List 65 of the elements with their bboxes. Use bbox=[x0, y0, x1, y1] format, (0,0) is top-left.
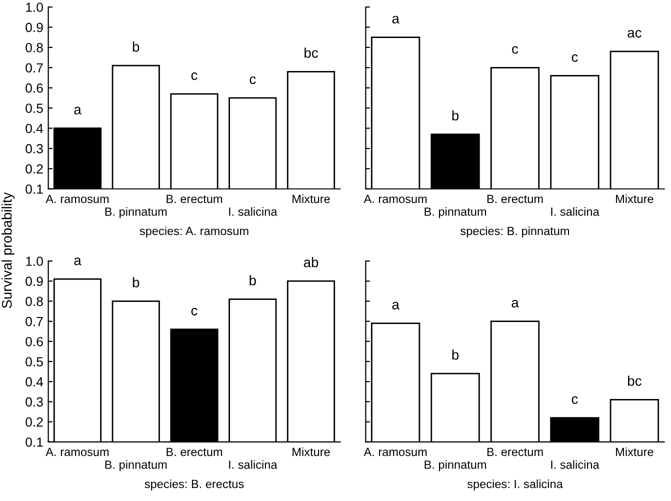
x-axis-title: species: B. erectus bbox=[144, 479, 244, 490]
x-tick-label: Mixture bbox=[292, 194, 330, 204]
annotation: bc bbox=[304, 48, 318, 58]
y-tick-label: 0.7 bbox=[26, 63, 43, 73]
x-tick-label: B. pinnatum bbox=[424, 207, 486, 218]
annotation: b bbox=[132, 277, 140, 288]
annotation: ac bbox=[628, 30, 642, 38]
x-tick-label: A. ramosum bbox=[46, 194, 109, 204]
annotation: a bbox=[392, 302, 400, 310]
y-tick-label: 0.2 bbox=[26, 417, 43, 427]
annotation: b bbox=[452, 110, 459, 120]
annotation: b bbox=[250, 275, 256, 286]
annotation: b bbox=[452, 350, 459, 360]
y-tick-label: 0.2 bbox=[26, 164, 43, 174]
x-tick-label: A. ramosum bbox=[46, 448, 109, 456]
y-tick-label: 0.9 bbox=[26, 22, 43, 32]
y-tick-label: 0.6 bbox=[26, 83, 43, 93]
y-tick-label: 0.4 bbox=[26, 377, 44, 387]
x-tick-label: Mixture bbox=[616, 194, 654, 204]
x-tick-label: B. erectum bbox=[487, 194, 543, 204]
y-tick-label: 0.5 bbox=[26, 357, 43, 366]
annotation: c bbox=[250, 76, 256, 84]
x-tick-label: Mixture bbox=[616, 447, 654, 456]
y-tick-label: 0.6 bbox=[26, 336, 43, 346]
y-tick-label: 0.9 bbox=[26, 276, 43, 286]
annotation: c bbox=[191, 308, 198, 316]
x-tick-label: B. erectum bbox=[487, 448, 543, 456]
x-tick-label: B. pinnatum bbox=[105, 207, 167, 218]
annotation: a bbox=[392, 16, 400, 24]
x-tick-label: I. salicina bbox=[551, 460, 600, 469]
y-tick-label: 0.1 bbox=[26, 184, 43, 194]
y-tick-label: 0.8 bbox=[26, 296, 43, 306]
annotation: b bbox=[132, 42, 140, 52]
y-tick-label: 0.7 bbox=[26, 316, 43, 326]
x-tick-label: B. pinnatum bbox=[424, 460, 486, 472]
y-tick-label: 0.3 bbox=[26, 144, 43, 154]
x-axis-title: species: I. salicina bbox=[467, 479, 563, 490]
annotation: c bbox=[512, 46, 518, 54]
annotation: c bbox=[572, 54, 578, 62]
annotation: bc bbox=[628, 376, 642, 386]
y-tick-label: 0.3 bbox=[26, 397, 43, 407]
x-tick-label: I. salicina bbox=[229, 460, 278, 469]
y-tick-label: 1.0 bbox=[26, 256, 43, 266]
y-tick-label: 0.5 bbox=[26, 104, 43, 113]
y-tick-label: 1.0 bbox=[26, 2, 43, 12]
x-tick-label: A. ramosum bbox=[364, 194, 427, 204]
annotation: ab bbox=[304, 257, 318, 268]
y-tick-label: 0.1 bbox=[26, 437, 43, 447]
x-tick-label: B. erectum bbox=[166, 448, 222, 456]
x-axis-title: species: B. pinnatum bbox=[460, 226, 570, 238]
annotation: c bbox=[572, 396, 578, 404]
x-tick-label: B. erectum bbox=[166, 194, 222, 204]
annotation: c bbox=[191, 72, 198, 80]
annotation: a bbox=[74, 258, 82, 266]
annotation: a bbox=[74, 106, 82, 114]
x-axis-title: species: A. ramosum bbox=[140, 226, 248, 238]
x-tick-label: Mixture bbox=[292, 447, 330, 456]
x-tick-label: I. salicina bbox=[229, 207, 278, 216]
x-tick-label: B. pinnatum bbox=[105, 460, 167, 472]
annotation: a bbox=[512, 300, 519, 308]
x-tick-label: A. ramosum bbox=[364, 448, 427, 456]
y-tick-label: 0.4 bbox=[26, 124, 44, 134]
y-axis-title: Survival probability bbox=[2, 192, 15, 308]
y-tick-label: 0.8 bbox=[26, 42, 43, 52]
x-tick-label: I. salicina bbox=[551, 207, 600, 216]
